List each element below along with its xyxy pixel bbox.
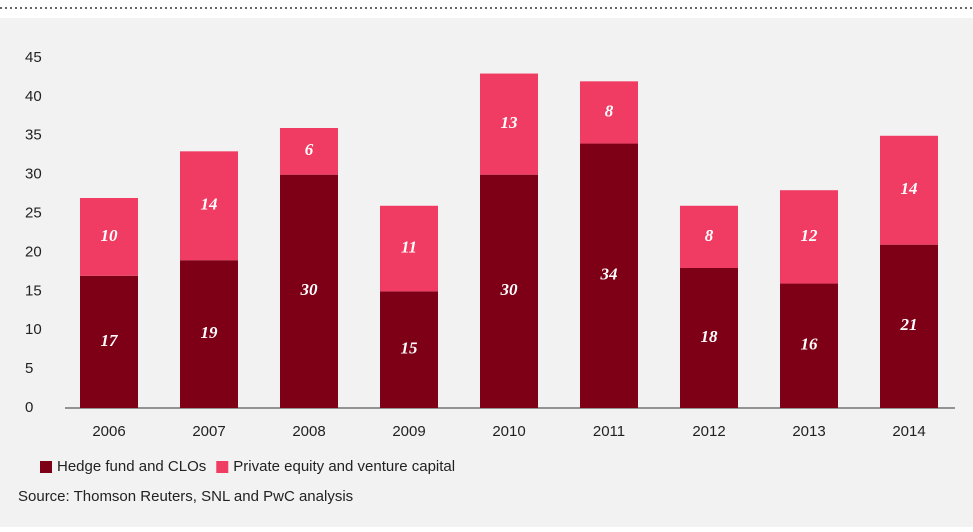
bar-segment bbox=[280, 174, 338, 408]
y-tick-label: 0 bbox=[25, 399, 33, 416]
bar-segment bbox=[480, 73, 538, 175]
legend-swatch bbox=[216, 461, 229, 473]
value-label: 11 bbox=[401, 237, 417, 256]
bar-segment bbox=[280, 128, 338, 175]
bar-segment bbox=[680, 268, 738, 408]
x-tick-label: 2007 bbox=[192, 423, 225, 440]
y-tick-label: 20 bbox=[25, 243, 42, 260]
y-tick-label: 40 bbox=[25, 88, 42, 105]
bar-segment bbox=[380, 205, 438, 292]
value-label: 14 bbox=[901, 179, 918, 198]
legend-label: Hedge fund and CLOs bbox=[57, 458, 206, 475]
bar-segment bbox=[780, 190, 838, 284]
x-tick-label: 2013 bbox=[792, 423, 825, 440]
value-label: 21 bbox=[900, 315, 918, 334]
bar-segment bbox=[80, 275, 138, 408]
value-label: 10 bbox=[101, 226, 119, 245]
bar-segment bbox=[580, 143, 638, 409]
bar-segment bbox=[180, 260, 238, 408]
bar-segment bbox=[80, 198, 138, 276]
legend-label: Private equity and venture capital bbox=[233, 458, 455, 475]
bar-segment bbox=[380, 291, 438, 408]
y-tick-label: 35 bbox=[25, 127, 42, 144]
value-label: 14 bbox=[201, 195, 218, 214]
value-label: 13 bbox=[501, 113, 519, 132]
x-tick-label: 2008 bbox=[292, 423, 325, 440]
legend-swatch bbox=[40, 461, 52, 473]
bar-segment bbox=[880, 135, 938, 245]
x-tick-label: 2012 bbox=[692, 423, 725, 440]
y-tick-label: 10 bbox=[25, 321, 42, 338]
value-label: 6 bbox=[305, 140, 314, 159]
bar-segment bbox=[780, 283, 838, 408]
bar-segment bbox=[580, 81, 638, 144]
y-tick-label: 45 bbox=[25, 49, 42, 66]
x-tick-label: 2011 bbox=[593, 423, 625, 440]
value-label: 19 bbox=[201, 323, 219, 342]
x-tick-label: 2010 bbox=[492, 423, 525, 440]
y-tick-label: 25 bbox=[25, 205, 42, 222]
value-label: 15 bbox=[401, 339, 419, 358]
value-label: 16 bbox=[801, 335, 819, 354]
value-label: 34 bbox=[600, 265, 618, 284]
value-label: 8 bbox=[605, 101, 614, 120]
x-tick-label: 2014 bbox=[892, 423, 925, 440]
value-label: 8 bbox=[705, 226, 714, 245]
x-tick-label: 2006 bbox=[92, 423, 125, 440]
value-label: 30 bbox=[300, 280, 319, 299]
bar-segment bbox=[480, 174, 538, 408]
bar-segment bbox=[880, 244, 938, 408]
value-label: 30 bbox=[500, 280, 519, 299]
y-tick-label: 15 bbox=[25, 282, 42, 299]
bar-segment bbox=[680, 205, 738, 268]
source: Source: Thomson Reuters, SNL and PwC ana… bbox=[18, 488, 353, 505]
value-label: 12 bbox=[801, 226, 819, 245]
y-tick-label: 30 bbox=[25, 166, 42, 183]
y-tick-label: 5 bbox=[25, 360, 33, 377]
bar-segment bbox=[180, 151, 238, 261]
x-tick-label: 2009 bbox=[392, 423, 425, 440]
value-label: 18 bbox=[701, 327, 719, 346]
value-label: 17 bbox=[101, 331, 120, 350]
